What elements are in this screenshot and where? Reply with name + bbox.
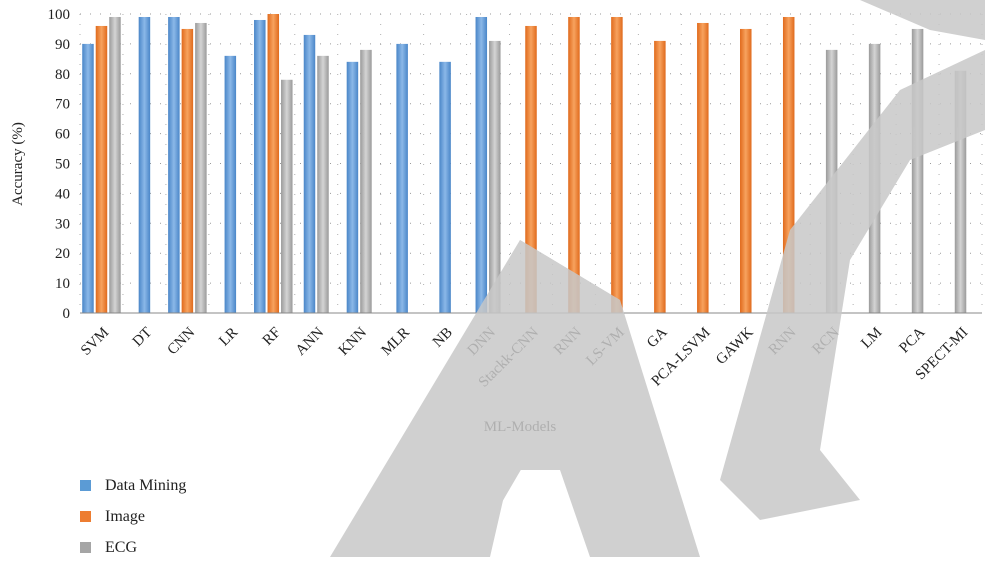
bar-ecg bbox=[868, 43, 881, 314]
bar-image bbox=[525, 25, 537, 314]
x-tick-label: DT bbox=[130, 325, 155, 350]
bar-ecg bbox=[825, 49, 838, 313]
bar-ecg bbox=[317, 55, 329, 314]
y-tick-label: 0 bbox=[63, 306, 71, 322]
bar-data-mining bbox=[346, 61, 359, 314]
x-tick-label: KNN bbox=[336, 324, 370, 358]
bars bbox=[82, 14, 967, 314]
y-tick-labels: 0 10 20 30 40 50 60 70 80 90 100 bbox=[48, 7, 71, 322]
x-tick-label: PCA bbox=[896, 324, 928, 356]
x-tick-label: SVM bbox=[78, 325, 112, 359]
bar-ecg bbox=[489, 40, 501, 313]
bar-data-mining bbox=[168, 16, 180, 314]
bar-data-mining bbox=[224, 55, 237, 314]
bar-data-mining bbox=[138, 16, 151, 314]
bar-data-mining bbox=[475, 16, 488, 314]
bar-image bbox=[568, 16, 580, 314]
bar-image bbox=[611, 16, 623, 314]
bar-image bbox=[782, 16, 795, 314]
x-tick-label: MLR bbox=[379, 325, 413, 359]
legend-swatch bbox=[80, 480, 91, 491]
bar-data-mining bbox=[82, 43, 94, 314]
x-tick-label: LM bbox=[858, 325, 885, 352]
y-tick-label: 50 bbox=[55, 157, 70, 173]
legend-label: Data Mining bbox=[105, 476, 187, 494]
bar-image bbox=[654, 40, 666, 313]
x-tick-label: LR bbox=[216, 325, 241, 350]
y-tick-label: 30 bbox=[55, 216, 70, 232]
x-tick-label: DNN bbox=[465, 324, 499, 358]
legend-swatch bbox=[80, 542, 91, 553]
legend-label: ECG bbox=[105, 538, 137, 556]
y-tick-label: 70 bbox=[55, 97, 70, 113]
bar-image bbox=[95, 25, 108, 314]
bar-image bbox=[740, 28, 752, 313]
x-tick-label: RNN bbox=[551, 324, 585, 358]
bar-ecg bbox=[360, 49, 372, 313]
y-tick-label: 90 bbox=[55, 37, 70, 53]
y-tick-label: 40 bbox=[55, 186, 70, 202]
x-tick-label: CNN bbox=[165, 324, 199, 358]
y-tick-label: 80 bbox=[55, 67, 70, 83]
legend: Data Mining Image ECG bbox=[80, 470, 186, 563]
legend-item-data-mining: Data Mining bbox=[80, 470, 186, 501]
x-tick-label: RCN bbox=[809, 324, 842, 357]
x-axis-title: ML-Models bbox=[484, 419, 557, 435]
x-tick-label: RNN bbox=[766, 324, 800, 358]
y-tick-label: 100 bbox=[48, 7, 71, 23]
bar-data-mining bbox=[254, 19, 266, 313]
x-tick-label: NB bbox=[430, 325, 456, 351]
bar-data-mining bbox=[396, 43, 408, 314]
x-tick-label: GA bbox=[644, 324, 671, 351]
x-tick-label: RF bbox=[260, 325, 284, 349]
bar-image bbox=[181, 28, 194, 313]
y-tick-label: 60 bbox=[55, 127, 70, 143]
legend-label: Image bbox=[105, 507, 145, 525]
bar-ecg bbox=[954, 70, 967, 313]
bar-ecg bbox=[109, 16, 121, 314]
bar-image bbox=[697, 22, 709, 313]
x-tick-label: ANN bbox=[293, 324, 327, 358]
x-tick-label: GAWK bbox=[713, 324, 757, 368]
bar-image bbox=[267, 14, 280, 313]
y-tick-label: 20 bbox=[55, 246, 70, 262]
bar-chart: 0 10 20 30 40 50 60 70 80 90 100 SVM DT CNN LR RF ANN KN… bbox=[10, 7, 983, 435]
legend-item-image: Image bbox=[80, 501, 186, 532]
bar-ecg bbox=[281, 79, 293, 313]
bar-ecg bbox=[195, 22, 207, 313]
bar-ecg bbox=[911, 28, 924, 313]
bar-data-mining bbox=[439, 61, 451, 314]
x-tick-label: LS-VM bbox=[583, 325, 627, 369]
y-tick-label: 10 bbox=[55, 276, 70, 292]
bar-data-mining bbox=[303, 34, 316, 314]
legend-item-ecg: ECG bbox=[80, 532, 186, 563]
y-axis-title: Accuracy (%) bbox=[10, 122, 26, 206]
legend-swatch bbox=[80, 511, 91, 522]
